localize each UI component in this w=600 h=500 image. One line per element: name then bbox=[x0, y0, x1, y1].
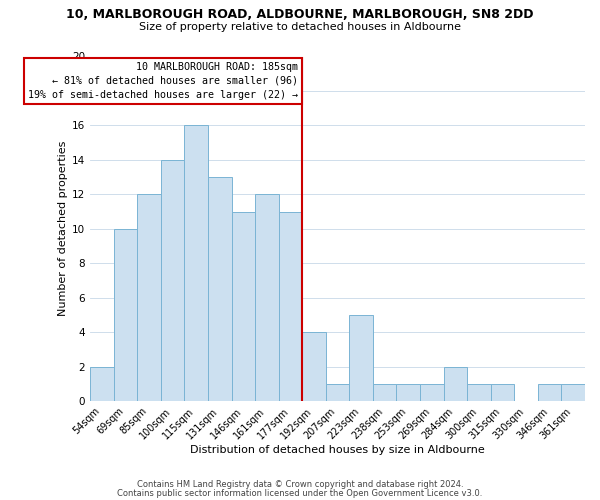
Bar bbox=[467, 384, 491, 401]
Bar bbox=[349, 315, 373, 401]
Bar bbox=[90, 366, 114, 401]
Text: 10, MARLBOROUGH ROAD, ALDBOURNE, MARLBOROUGH, SN8 2DD: 10, MARLBOROUGH ROAD, ALDBOURNE, MARLBOR… bbox=[66, 8, 534, 20]
Bar bbox=[302, 332, 326, 401]
Bar bbox=[232, 212, 255, 401]
Bar bbox=[255, 194, 278, 401]
Bar bbox=[137, 194, 161, 401]
Bar bbox=[161, 160, 184, 401]
Bar bbox=[373, 384, 397, 401]
Bar bbox=[397, 384, 420, 401]
Bar bbox=[326, 384, 349, 401]
Bar bbox=[184, 126, 208, 401]
Text: 10 MARLBOROUGH ROAD: 185sqm
← 81% of detached houses are smaller (96)
19% of sem: 10 MARLBOROUGH ROAD: 185sqm ← 81% of det… bbox=[28, 62, 298, 100]
Bar bbox=[562, 384, 585, 401]
Bar bbox=[114, 229, 137, 401]
Bar bbox=[443, 366, 467, 401]
Text: Contains HM Land Registry data © Crown copyright and database right 2024.: Contains HM Land Registry data © Crown c… bbox=[137, 480, 463, 489]
Text: Size of property relative to detached houses in Aldbourne: Size of property relative to detached ho… bbox=[139, 22, 461, 32]
Bar bbox=[208, 177, 232, 401]
Y-axis label: Number of detached properties: Number of detached properties bbox=[58, 141, 68, 316]
Bar bbox=[491, 384, 514, 401]
X-axis label: Distribution of detached houses by size in Aldbourne: Distribution of detached houses by size … bbox=[190, 445, 485, 455]
Bar bbox=[278, 212, 302, 401]
Bar bbox=[538, 384, 562, 401]
Bar bbox=[420, 384, 443, 401]
Text: Contains public sector information licensed under the Open Government Licence v3: Contains public sector information licen… bbox=[118, 488, 482, 498]
